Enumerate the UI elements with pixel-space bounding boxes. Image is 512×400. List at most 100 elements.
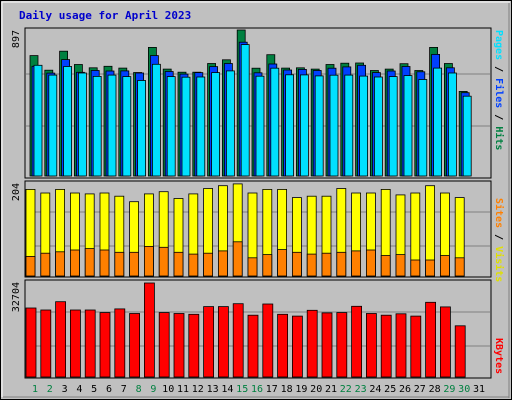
- bar-sites-day-7: [114, 251, 125, 277]
- x-tick-label-day-22: 22: [340, 384, 352, 395]
- bar-pages-day-24: [373, 76, 383, 177]
- bar-kbytes-day-17: [262, 303, 274, 378]
- x-tick-label-day-14: 14: [221, 384, 233, 395]
- bar-kbytes-day-27: [410, 315, 422, 378]
- bar-pages-day-12: [196, 76, 206, 177]
- bar-sites-day-5: [84, 248, 95, 277]
- bar-kbytes-day-11: [173, 313, 185, 378]
- bar-pages-day-11: [181, 76, 191, 177]
- legend-kbytes: KBytes: [493, 338, 504, 374]
- bar-kbytes-day-7: [114, 308, 126, 378]
- bar-pages-day-13: [211, 72, 221, 177]
- x-tick-label-day-16: 16: [251, 384, 263, 395]
- bar-pages-day-5: [92, 76, 102, 177]
- bar-kbytes-day-5: [84, 309, 96, 378]
- bar-sites-day-17: [262, 254, 273, 277]
- bar-kbytes-day-3: [55, 301, 66, 378]
- bar-kbytes-day-4: [70, 309, 81, 378]
- x-tick-label-day-2: 2: [47, 384, 53, 395]
- x-tick-label-day-11: 11: [177, 384, 189, 395]
- x-tick-label-day-28: 28: [429, 384, 441, 395]
- x-tick-label-day-1: 1: [32, 384, 38, 395]
- bar-sites-day-20: [306, 253, 317, 277]
- bar-sites-day-2: [40, 252, 51, 277]
- bar-pages-day-29: [447, 72, 457, 177]
- bar-pages-day-18: [285, 74, 295, 177]
- bar-pages-day-27: [418, 79, 428, 177]
- legend-sep-3: /: [493, 228, 504, 246]
- x-tick-label-day-12: 12: [192, 384, 204, 395]
- legend-hits: Hits: [493, 126, 505, 150]
- bar-kbytes-day-23: [351, 305, 363, 378]
- bar-kbytes-day-2: [40, 309, 52, 378]
- x-tick-label-day-8: 8: [136, 384, 142, 395]
- bar-kbytes-day-30: [454, 325, 466, 378]
- bar-kbytes-day-24: [365, 313, 377, 378]
- bar-kbytes-day-12: [188, 313, 200, 378]
- bar-kbytes-day-19: [291, 315, 303, 378]
- panel-visits: [24, 180, 492, 278]
- chart-bars: [25, 29, 472, 378]
- bar-sites-day-25: [380, 255, 391, 277]
- bar-pages-day-2: [48, 74, 58, 177]
- bar-kbytes-day-15: [232, 303, 244, 378]
- y-max-label-visits: 204: [11, 183, 22, 201]
- bar-sites-day-8: [129, 251, 140, 277]
- bar-pages-day-17: [270, 67, 280, 177]
- bar-sites-day-4: [70, 249, 80, 277]
- bar-pages-day-16: [255, 75, 265, 177]
- y-max-label-hits: 897: [11, 30, 22, 48]
- bar-pages-day-3: [63, 66, 72, 177]
- bar-sites-day-21: [321, 252, 332, 277]
- legend-top: Pages / Files / Hits: [493, 30, 505, 150]
- x-axis-labels: 1 2 3 4 5 6 7 8 9 10 11 12 13 14 15 16 17 18 19 20 21 22 23 24 2…: [32, 384, 485, 395]
- bar-pages-day-14: [225, 70, 235, 177]
- bar-pages-day-4: [78, 72, 87, 177]
- bar-pages-day-26: [403, 75, 413, 177]
- chart-title: Daily usage for April 2023: [19, 9, 191, 22]
- bar-kbytes-day-22: [336, 312, 348, 378]
- bar-sites-day-3: [55, 251, 65, 277]
- bar-pages-day-15: [240, 44, 250, 177]
- bar-pages-day-8: [137, 80, 147, 177]
- bar-sites-day-14: [217, 250, 228, 277]
- bar-kbytes-day-26: [395, 313, 407, 378]
- bar-sites-day-12: [188, 253, 199, 277]
- bar-kbytes-day-25: [380, 314, 392, 378]
- legend-sep-1: /: [493, 60, 504, 78]
- bar-sites-day-9: [143, 245, 154, 277]
- bar-pages-day-1: [33, 64, 43, 177]
- legend-sep-2: /: [493, 108, 504, 126]
- x-tick-label-day-24: 24: [369, 384, 381, 395]
- bar-kbytes-day-18: [277, 313, 289, 378]
- bar-sites-day-1: [25, 255, 36, 277]
- bar-pages-day-10: [166, 76, 176, 177]
- bar-pages-day-28: [433, 67, 443, 177]
- bar-sites-day-23: [351, 250, 362, 277]
- bar-kbytes-day-14: [217, 306, 229, 378]
- x-tick-label-day-3: 3: [62, 384, 68, 395]
- x-tick-label-day-23: 23: [355, 384, 367, 395]
- x-tick-label-day-25: 25: [384, 384, 396, 395]
- bar-sites-day-13: [203, 252, 214, 277]
- y-max-label-kbytes: 32704: [11, 282, 22, 312]
- x-tick-label-day-30: 30: [458, 384, 470, 395]
- bar-pages-day-30: [462, 95, 472, 177]
- bar-pages-day-9: [151, 63, 161, 177]
- bar-sites-day-27: [410, 259, 421, 277]
- x-tick-label-day-21: 21: [325, 384, 337, 395]
- bar-sites-day-18: [277, 249, 288, 277]
- x-tick-label-day-26: 26: [399, 384, 411, 395]
- x-tick-label-day-10: 10: [162, 384, 174, 395]
- bar-kbytes-day-9: [143, 282, 155, 378]
- bar-kbytes-day-6: [99, 312, 111, 378]
- bar-pages-day-19: [299, 74, 309, 177]
- bar-sites-day-24: [365, 249, 376, 277]
- legend-files: Files: [493, 78, 505, 108]
- bar-kbytes-day-8: [129, 313, 141, 378]
- bar-kbytes-day-21: [321, 312, 333, 378]
- bar-kbytes-day-1: [25, 307, 37, 378]
- bar-kbytes-day-29: [439, 306, 451, 378]
- bar-sites-day-11: [173, 251, 184, 277]
